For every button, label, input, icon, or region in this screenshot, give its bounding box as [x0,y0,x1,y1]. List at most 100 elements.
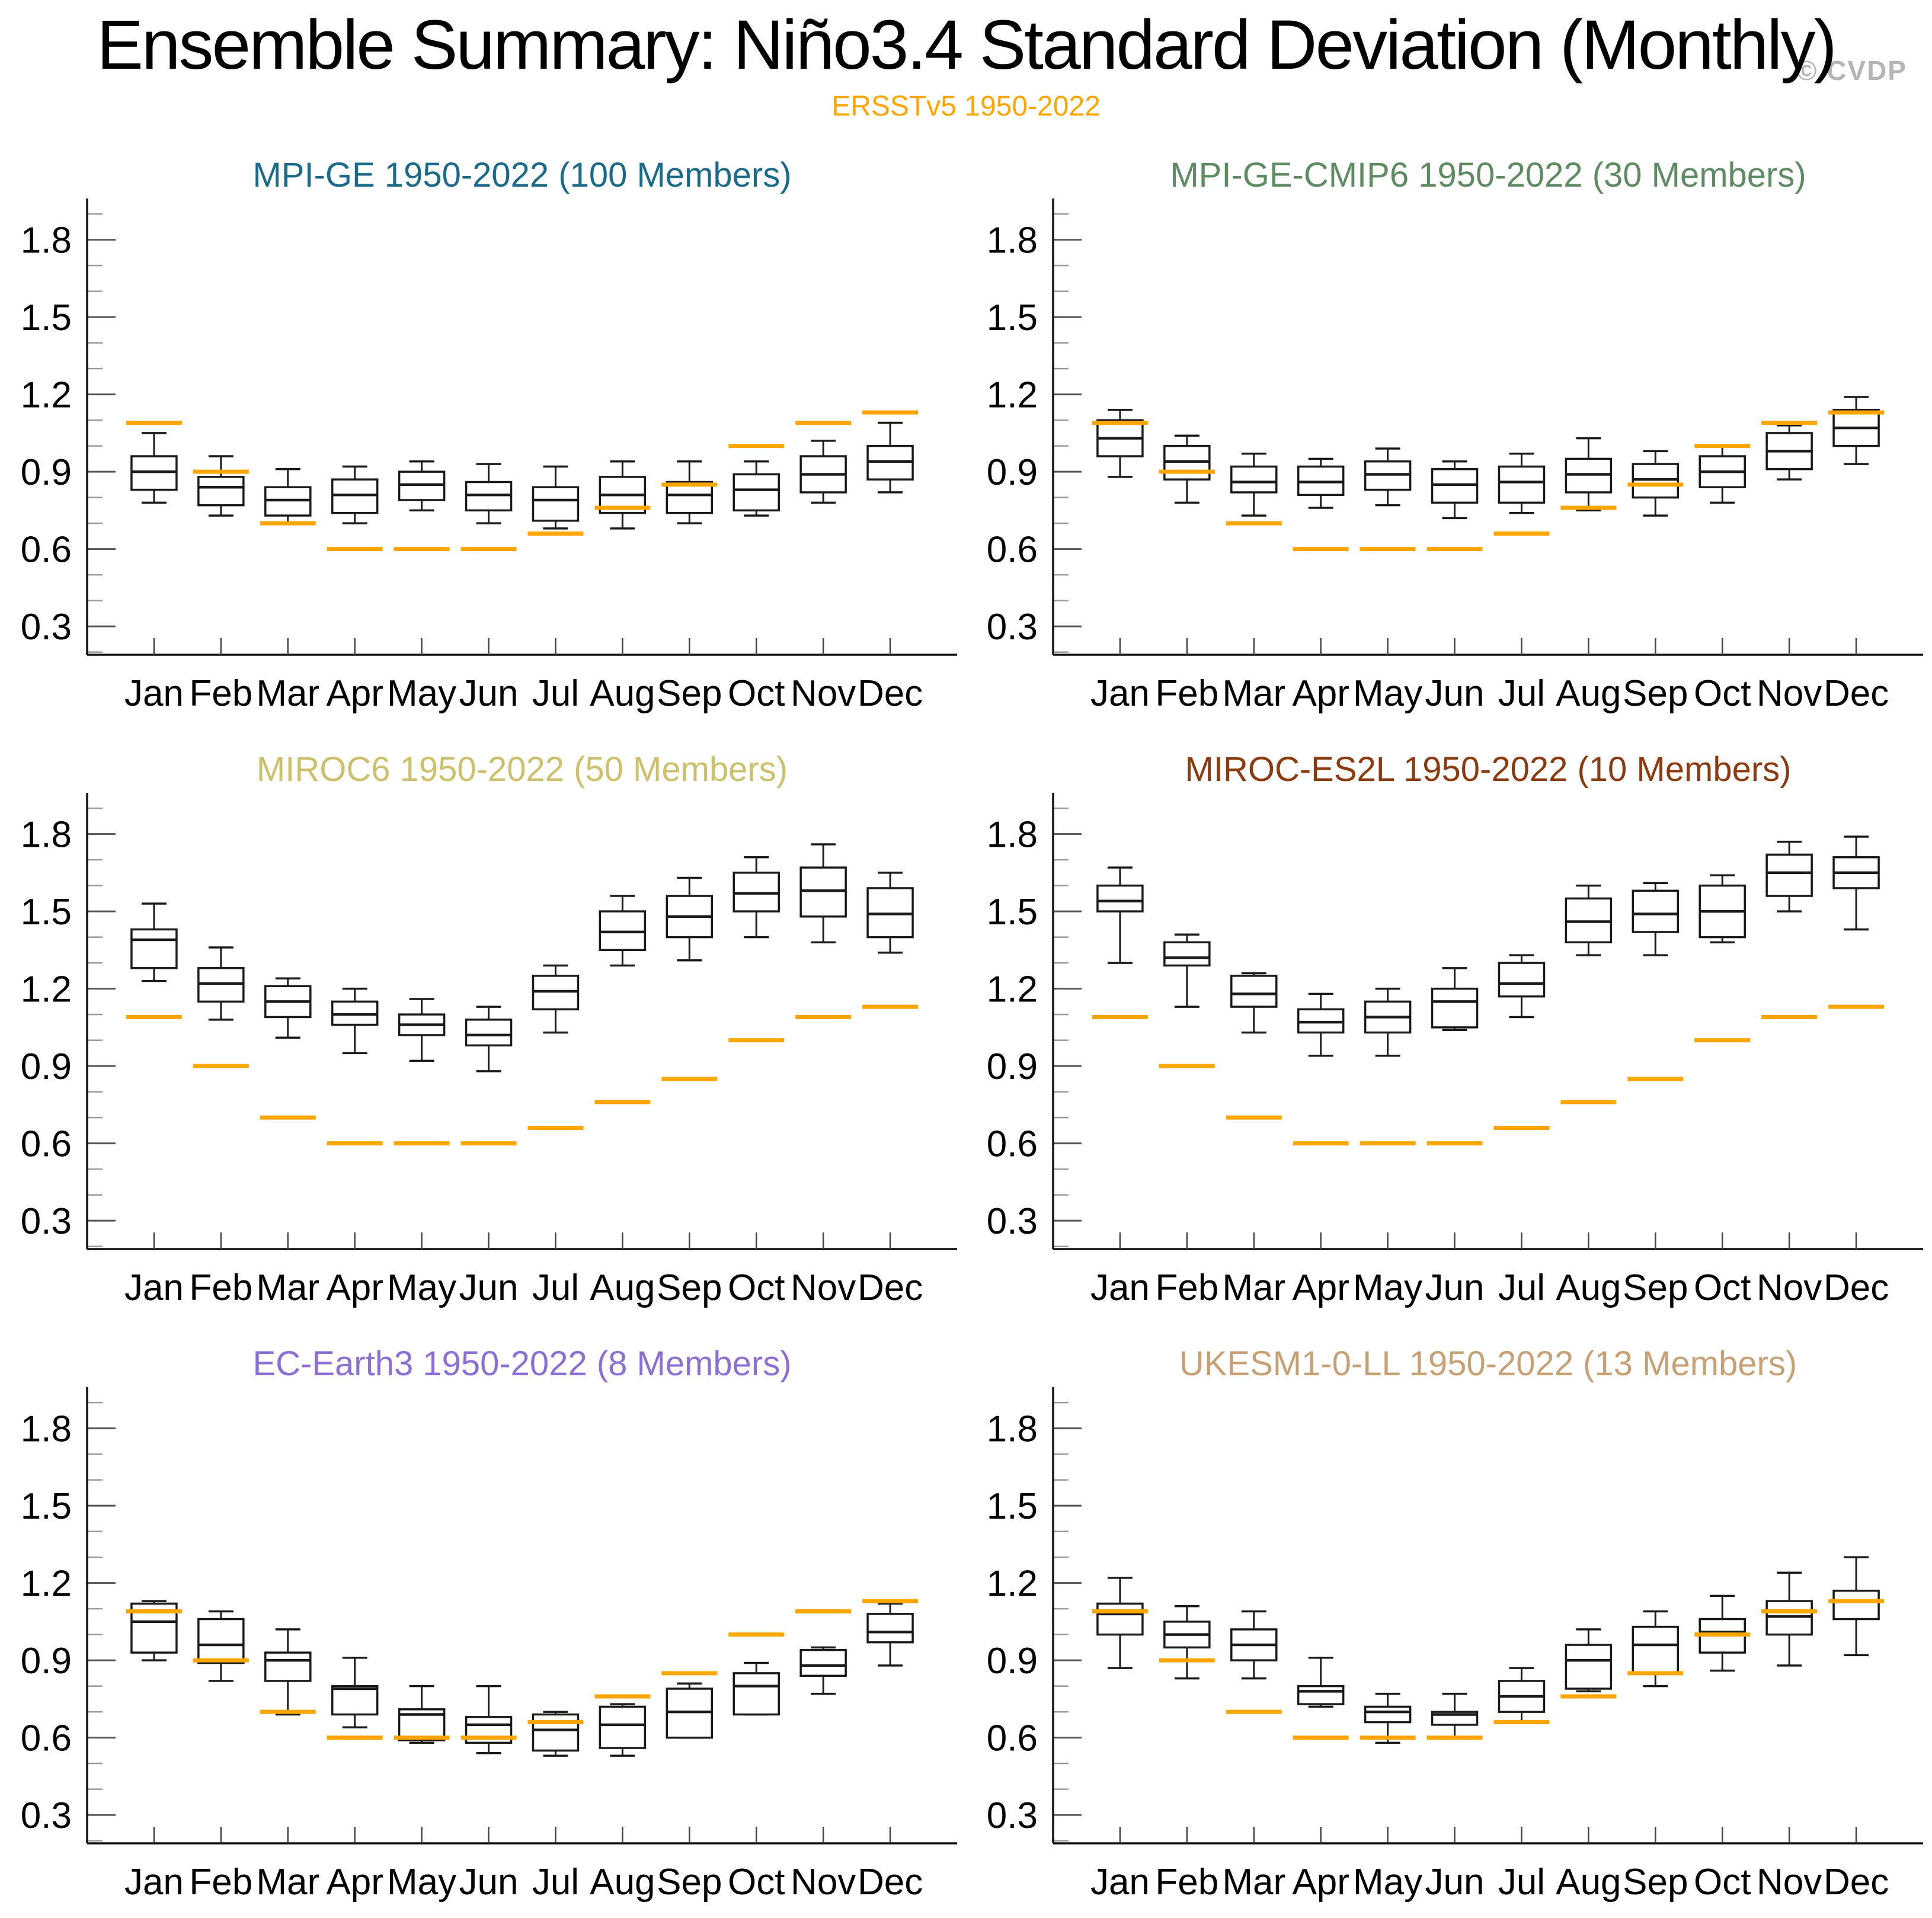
box-iqr [264,1651,312,1682]
box-group-jul [1498,452,1546,514]
box-group-jan [1096,866,1144,964]
month-label-dec: Dec [1824,1267,1889,1308]
month-label-apr: Apr [326,673,383,714]
y-tick-label: 1.5 [987,1486,1038,1527]
month-label-sep: Sep [1623,673,1688,714]
y-tick-label: 1.5 [987,892,1038,933]
month-label-jan: Jan [124,1862,184,1903]
box-iqr [197,476,245,507]
month-label-apr: Apr [1292,1267,1349,1308]
y-tick-label: 0.6 [987,1718,1038,1759]
y-tick-label: 0.9 [987,1641,1038,1682]
box-group-feb [1163,933,1211,1008]
month-label-sep: Sep [657,1862,722,1903]
y-tick-label: 1.5 [21,1486,72,1527]
box-group-oct [1699,444,1746,504]
box-group-may [1364,447,1412,507]
month-label-aug: Aug [1556,1862,1621,1903]
box-group-jun [465,463,513,524]
box-iqr [1163,941,1211,967]
y-tick-label: 1.8 [21,1409,72,1450]
box-group-sep [666,876,714,962]
box-group-may [1364,1692,1412,1744]
y-tick-label: 0.3 [21,1795,72,1836]
box-iqr [331,1685,379,1716]
box-group-dec [866,872,914,954]
y-tick-label: 0.3 [987,607,1038,648]
month-label-dec: Dec [1824,1862,1889,1903]
box-group-dec [1832,835,1880,931]
box-group-feb [1163,1605,1211,1680]
month-label-dec: Dec [858,1862,923,1903]
month-label-jul: Jul [532,673,579,714]
y-tick-label: 1.2 [987,1564,1038,1605]
watermark: © CVDP [1796,55,1907,86]
box-group-aug [1565,1628,1613,1693]
y-tick-label: 1.2 [21,1564,72,1605]
header: © CVDP Ensemble Summary: Niño3.4 Standar… [0,0,1932,148]
box-group-jul [532,465,580,530]
chart-subtitle: ERSSTv5 1950-2022 [831,91,1101,122]
month-label-feb: Feb [189,1267,252,1308]
box-group-aug [599,1703,647,1757]
month-label-dec: Dec [1824,673,1889,714]
month-label-mar: Mar [256,673,319,714]
box-group-mar [264,977,312,1039]
month-label-oct: Oct [728,673,785,714]
y-tick-label: 1.2 [21,969,72,1010]
month-label-aug: Aug [590,1862,655,1903]
box-iqr [1364,1705,1412,1724]
month-label-nov: Nov [1757,1267,1822,1308]
y-tick-label: 0.9 [21,1641,72,1682]
month-label-jun: Jun [1425,1267,1485,1308]
month-label-oct: Oct [728,1267,785,1308]
y-tick-label: 0.9 [21,452,72,493]
box-iqr [1431,987,1479,1029]
month-label-mar: Mar [256,1862,319,1903]
box-iqr [1832,1589,1880,1621]
box-iqr [1565,1644,1613,1690]
month-label-apr: Apr [1292,673,1349,714]
box-group-nov [1765,840,1813,912]
box-group-aug [599,895,647,967]
y-tick-label: 0.6 [987,1124,1038,1165]
month-label-jul: Jul [532,1862,579,1903]
box-group-jan [1096,408,1144,478]
box-iqr [1498,465,1546,504]
month-label-nov: Nov [791,1862,856,1903]
y-tick-label: 1.8 [987,220,1038,261]
box-iqr [866,1613,914,1644]
box-group-feb [197,1610,245,1682]
month-label-jan: Jan [1090,673,1150,714]
box-iqr [1765,853,1813,897]
month-label-apr: Apr [1292,1862,1349,1903]
month-label-feb: Feb [1155,673,1218,714]
month-label-may: May [387,1862,456,1903]
month-label-jul: Jul [1498,1267,1545,1308]
y-tick-label: 0.9 [21,1046,72,1087]
y-tick-label: 1.8 [21,815,72,856]
box-group-jan [130,432,178,504]
y-tick-label: 0.9 [987,452,1038,493]
box-group-jan [1096,1577,1144,1669]
y-tick-label: 0.3 [21,607,72,648]
month-label-dec: Dec [858,1267,923,1308]
box-group-jul [1498,954,1546,1019]
panel-ec-earth3: 0.3 0.6 0.9 1.2 1.5 1.8 Jan Feb Mar Apr May Jun Jul A… [21,1387,957,1903]
panel-title-ec-earth3: EC-Earth3 1950-2022 (8 Members) [252,1344,792,1383]
month-label-jan: Jan [1090,1862,1150,1903]
box-group-aug [599,460,647,530]
box-group-mar [1230,452,1278,517]
y-tick-label: 0.3 [987,1201,1038,1242]
box-iqr [532,1713,580,1752]
month-label-jun: Jun [1425,673,1485,714]
panel-title-mpi-ge-cmip6: MPI-GE-CMIP6 1950-2022 (30 Members) [1170,156,1806,194]
panel-mpi-ge: 0.3 0.6 0.9 1.2 1.5 1.8 Jan Feb Mar Apr May Jun Jul A… [21,198,957,714]
month-label-aug: Aug [1556,673,1621,714]
box-group-apr [1297,1657,1345,1708]
month-label-jun: Jun [459,1862,519,1903]
month-label-sep: Sep [1623,1267,1688,1308]
box-group-jun [1431,460,1479,520]
box-group-feb [1163,434,1211,504]
box-iqr [599,1705,647,1749]
